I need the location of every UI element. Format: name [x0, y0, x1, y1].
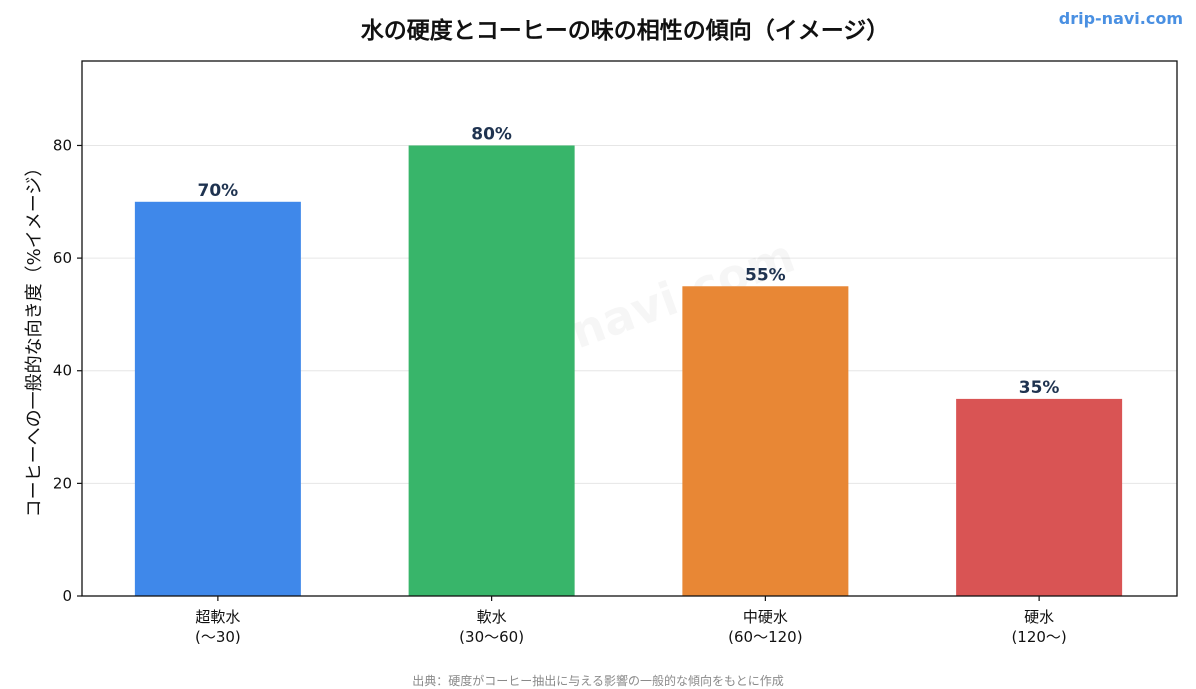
y-tick-label: 20	[53, 474, 72, 492]
brand-link[interactable]: drip-navi.com	[1059, 9, 1183, 28]
plot-frame	[81, 60, 1178, 597]
axis-layer: 0 20 40 60 80 超軟水 (〜30) 軟水 (30〜60) 中硬水 (60〜120) 硬水 (…	[53, 136, 1067, 646]
y-tick-label: 80	[53, 136, 72, 154]
x-tick-sublabel: (30〜60)	[459, 628, 524, 646]
x-tick-sublabel: (60〜120)	[728, 628, 802, 646]
x-tick-sublabel: (120〜)	[1011, 628, 1066, 646]
y-tick-label: 60	[53, 249, 72, 267]
data-label: 80%	[471, 124, 512, 144]
bar-4	[956, 398, 1123, 596]
x-tick-label: 硬水	[1024, 608, 1054, 626]
bar-1	[134, 201, 301, 596]
bar-3	[682, 286, 849, 596]
y-axis-label: コーヒーへの一般的な向き度（%イメージ）	[24, 159, 45, 518]
x-tick-label: 軟水	[477, 608, 507, 626]
source-note: 出典：硬度がコーヒー抽出に与える影響の一般的な傾向をもとに作成	[412, 673, 783, 688]
bar-2	[408, 145, 575, 596]
data-label: 55%	[745, 265, 786, 285]
data-label: 35%	[1019, 378, 1060, 398]
bars-layer: 70% 80% 55% 35%	[134, 124, 1123, 596]
chart-title: 水の硬度とコーヒーの味の相性の傾向（イメージ）	[361, 17, 890, 44]
y-tick-label: 0	[62, 587, 72, 605]
x-tick-sublabel: (〜30)	[195, 628, 241, 646]
x-tick-label: 超軟水	[195, 608, 240, 626]
y-tick-label: 40	[53, 362, 72, 380]
x-tick-label: 中硬水	[743, 608, 788, 626]
data-label: 70%	[198, 181, 239, 201]
